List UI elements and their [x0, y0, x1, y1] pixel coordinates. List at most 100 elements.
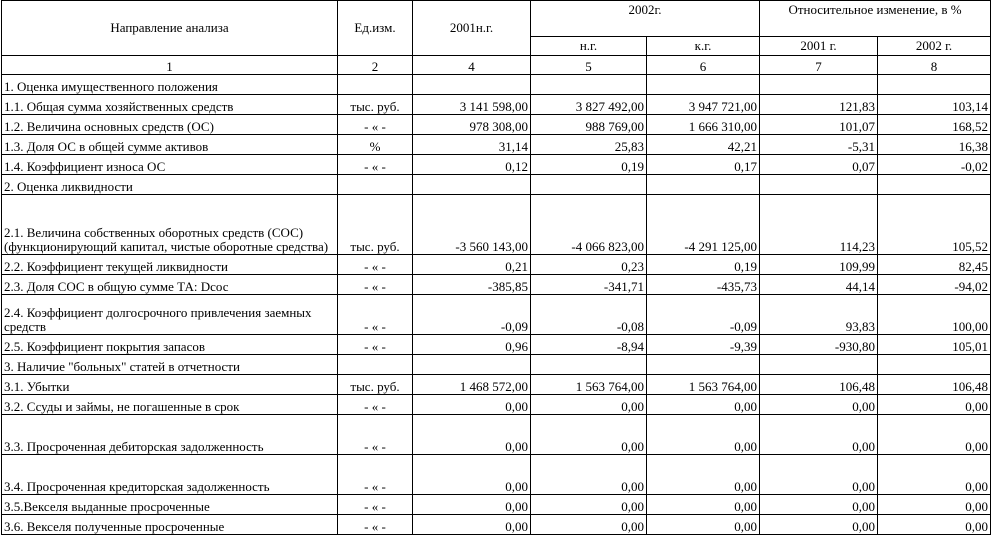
column-numbers-row: 1 2 4 5 6 7 8 [1, 55, 991, 75]
value-2001 [412, 74, 531, 95]
value-2002-ng: 1 563 764,00 [530, 374, 647, 395]
row-unit: тыс. руб. [337, 94, 413, 115]
row-label: 3.2. Ссуды и займы, не погашенные в срок [1, 394, 338, 415]
row-unit: - « - [337, 394, 413, 415]
table-row: 2.2. Коэффициент текущей ликвидности - « … [1, 254, 991, 275]
row-unit: - « - [337, 114, 413, 135]
value-2001: 0,00 [412, 454, 531, 495]
section-row: 2. Оценка ликвидности [1, 174, 991, 195]
table-body: 1 2 4 5 6 7 8 1. Оценка имущественного п… [1, 55, 991, 535]
row-label: 1.1. Общая сумма хозяйственных средств [1, 94, 338, 115]
value-2001: 1 468 572,00 [412, 374, 531, 395]
value-2002-ng: 0,00 [530, 414, 647, 455]
value-2002-kg: -0,09 [646, 294, 760, 335]
row-label: 3.3. Просроченная дебиторская задолженно… [1, 414, 338, 455]
header-2001: 2001н.г. [412, 0, 531, 56]
section-label: 3. Наличие "больных" статей в отчетности [1, 354, 338, 375]
table-row: 2.1. Величина собственных оборотных сред… [1, 194, 991, 255]
row-label: 1.2. Величина основных средств (ОС) [1, 114, 338, 135]
relative-2001 [759, 174, 878, 195]
row-unit: тыс. руб. [337, 194, 413, 255]
row-label: 2.2. Коэффициент текущей ликвидности [1, 254, 338, 275]
value-2001 [412, 354, 531, 375]
relative-2002 [877, 174, 991, 195]
value-2001: 978 308,00 [412, 114, 531, 135]
row-label: 2.4. Коэффициент долгосрочного привлечен… [1, 294, 338, 335]
analysis-table: Направление анализа Ед.изм. 2001н.г. 200… [1, 0, 991, 535]
row-label: 2.3. Доля СОС в общую сумме ТА: Dсос [1, 274, 338, 295]
row-unit: - « - [337, 334, 413, 355]
value-2001: 31,14 [412, 134, 531, 155]
row-label: 2.5. Коэффициент покрытия запасов [1, 334, 338, 355]
value-2001: 0,12 [412, 154, 531, 175]
value-2002-kg: 0,00 [646, 514, 760, 535]
value-2002-kg: -4 291 125,00 [646, 194, 760, 255]
row-label: 1.3. Доля ОС в общей сумме активов [1, 134, 338, 155]
value-2002-ng: 988 769,00 [530, 114, 647, 135]
relative-2002: 103,14 [877, 94, 991, 115]
relative-2001: -930,80 [759, 334, 878, 355]
relative-2002: 0,00 [877, 394, 991, 415]
value-2001: 0,00 [412, 514, 531, 535]
column-number: 6 [646, 55, 760, 75]
table-row: 1.2. Величина основных средств (ОС) - « -… [1, 114, 991, 135]
row-label: 3.1. Убытки [1, 374, 338, 395]
row-unit: - « - [337, 294, 413, 335]
column-number: 2 [337, 55, 413, 75]
value-2001: -0,09 [412, 294, 531, 335]
table-row: 1.4. Коэффициент износа ОС - « -0,12 0,19 0… [1, 154, 991, 175]
value-2002-ng: 0,00 [530, 494, 647, 515]
row-unit: - « - [337, 414, 413, 455]
value-2002-ng [530, 74, 647, 95]
table-row: 2.3. Доля СОС в общую сумме ТА: Dсос - « … [1, 274, 991, 295]
table-row: 3.6. Векселя полученные просроченные - « … [1, 514, 991, 535]
row-label: 3.4. Просроченная кредиторская задолженн… [1, 454, 338, 495]
value-2002-kg: 1 666 310,00 [646, 114, 760, 135]
row-label: 2.1. Величина собственных оборотных сред… [1, 194, 338, 255]
header-unit: Ед.изм. [337, 0, 413, 56]
relative-2001: 0,00 [759, 414, 878, 455]
relative-2002: 16,38 [877, 134, 991, 155]
row-unit: - « - [337, 154, 413, 175]
relative-2001: 0,00 [759, 454, 878, 495]
relative-2001: 0,00 [759, 514, 878, 535]
row-unit [337, 74, 413, 95]
relative-2002: 0,00 [877, 494, 991, 515]
value-2002-kg: 0,00 [646, 454, 760, 495]
table-row: 3.1. Убытки тыс. руб. 1 468 572,00 1 563 76… [1, 374, 991, 395]
relative-2002: 0,00 [877, 514, 991, 535]
table-row: 1.1. Общая сумма хозяйственных средств ты… [1, 94, 991, 115]
value-2002-ng: -8,94 [530, 334, 647, 355]
value-2002-ng: -341,71 [530, 274, 647, 295]
row-unit [337, 354, 413, 375]
relative-2001 [759, 74, 878, 95]
value-2002-kg: -435,73 [646, 274, 760, 295]
column-number: 4 [412, 55, 531, 75]
row-unit: - « - [337, 254, 413, 275]
row-label: 1.4. Коэффициент износа ОС [1, 154, 338, 175]
row-unit: - « - [337, 274, 413, 295]
relative-2002 [877, 74, 991, 95]
value-2002-ng: -0,08 [530, 294, 647, 335]
relative-2002: -94,02 [877, 274, 991, 295]
table-row: 1.3. Доля ОС в общей сумме активов% 31,14… [1, 134, 991, 155]
value-2002-ng [530, 354, 647, 375]
value-2002-kg [646, 354, 760, 375]
header-direction: Направление анализа [1, 0, 338, 56]
value-2001: -3 560 143,00 [412, 194, 531, 255]
value-2002-kg: 3 947 721,00 [646, 94, 760, 115]
relative-2001: 93,83 [759, 294, 878, 335]
value-2001: 3 141 598,00 [412, 94, 531, 115]
relative-2001: 109,99 [759, 254, 878, 275]
section-row: 1. Оценка имущественного положения [1, 74, 991, 95]
relative-2001: 0,00 [759, 394, 878, 415]
relative-2001: 101,07 [759, 114, 878, 135]
relative-2002: 0,00 [877, 454, 991, 495]
column-number: 5 [530, 55, 647, 75]
relative-2001: 114,23 [759, 194, 878, 255]
row-unit: % [337, 134, 413, 155]
relative-2002: 105,01 [877, 334, 991, 355]
row-unit [337, 174, 413, 195]
header-relative-change: Относительное изменение, в % [759, 0, 991, 37]
relative-2002: 105,52 [877, 194, 991, 255]
